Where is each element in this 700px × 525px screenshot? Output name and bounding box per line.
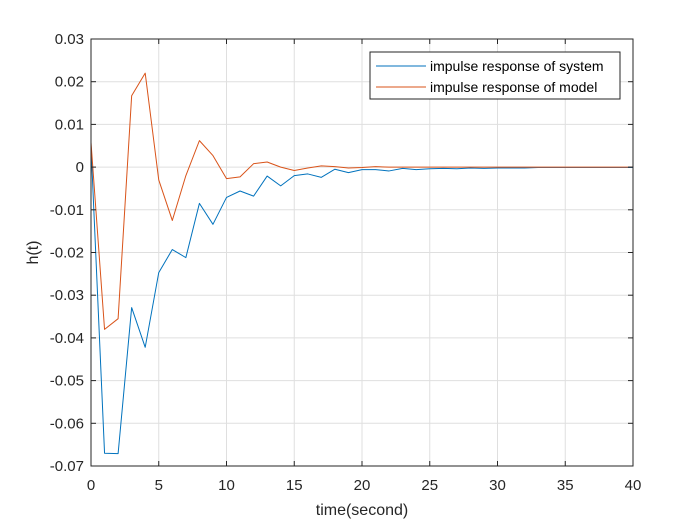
y-tick-label: 0.01: [55, 116, 84, 133]
y-tick-label: -0.05: [50, 373, 84, 390]
series-lines: [90, 72, 633, 455]
x-tick-label: 30: [489, 477, 506, 494]
legend: impulse response of system impulse respo…: [369, 51, 621, 100]
legend-label-system: impulse response of system: [430, 58, 604, 74]
x-tick-label: 20: [354, 477, 371, 494]
x-tick-label: 35: [557, 477, 574, 494]
x-tick-label: 0: [87, 477, 95, 494]
y-tick-label: 0: [76, 159, 84, 176]
y-tick-label: -0.06: [50, 415, 84, 432]
x-tick-label: 25: [421, 477, 438, 494]
x-tick-labels: 0 5 10 15 20 25 30 35 40: [87, 477, 642, 494]
x-tick-label: 10: [218, 477, 235, 494]
x-tick-label: 40: [625, 477, 642, 494]
x-tick-label: 5: [155, 477, 163, 494]
y-tick-label: -0.04: [50, 330, 84, 347]
y-tick-label: 0.02: [55, 74, 84, 91]
x-tick-label: 15: [286, 477, 303, 494]
y-tick-label: -0.01: [50, 202, 84, 219]
y-axis-label: h(t): [25, 241, 42, 265]
y-tick-label: -0.07: [50, 458, 84, 475]
x-axis-label: time(second): [316, 502, 408, 519]
ticks: [90, 38, 634, 467]
legend-box: [369, 51, 621, 100]
y-tick-labels: 0.03 0.02 0.01 0 -0.01 -0.02 -0.03 -0.04 -0.05 -0…: [50, 31, 84, 475]
legend-label-model: impulse response of model: [430, 79, 597, 95]
series-line-model: [90, 72, 633, 330]
y-tick-label: 0.03: [55, 31, 84, 48]
y-tick-label: -0.02: [50, 245, 84, 262]
y-tick-label: -0.03: [50, 287, 84, 304]
